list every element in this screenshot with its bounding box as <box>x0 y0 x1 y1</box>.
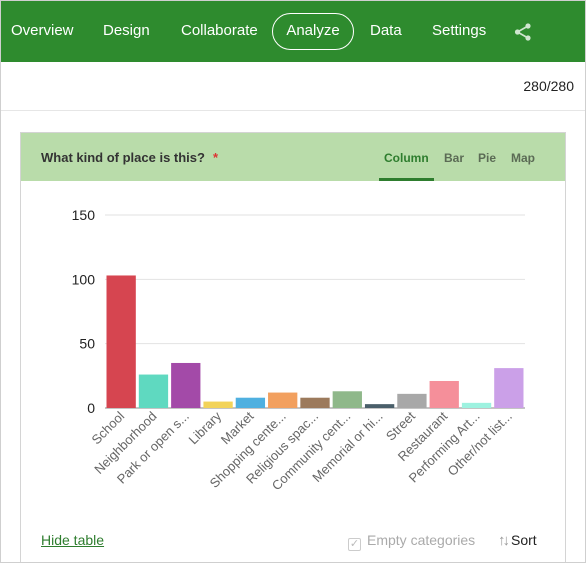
tab-map[interactable]: Map <box>511 151 535 165</box>
hide-table-link[interactable]: Hide table <box>41 532 105 548</box>
bar[interactable] <box>268 392 298 408</box>
tab-pie[interactable]: Pie <box>478 151 497 165</box>
required-mark: * <box>212 150 219 165</box>
nav-settings[interactable]: Settings <box>432 22 487 39</box>
response-count: 280/280 <box>523 78 574 94</box>
question-header: What kind of place is this? * Column Bar … <box>21 133 565 181</box>
question-title-text: What kind of place is this? <box>41 150 205 165</box>
bar[interactable] <box>106 275 136 408</box>
top-navigation: Overview Design Collaborate Analyze Data… <box>1 1 585 62</box>
sort-icon: ↑↓ <box>498 532 510 549</box>
nav-data[interactable]: Data <box>370 22 402 39</box>
nav-design[interactable]: Design <box>103 22 150 39</box>
bar[interactable] <box>461 402 492 408</box>
bar[interactable] <box>171 362 201 408</box>
checkbox-icon: ✓ <box>348 538 361 551</box>
sort-button[interactable]: ↑↓ Sort <box>498 532 537 549</box>
empty-categories-label: Empty categories <box>367 532 476 548</box>
bar[interactable] <box>235 397 266 408</box>
bar[interactable] <box>300 397 330 408</box>
y-tick-label: 0 <box>87 400 95 416</box>
question-title: What kind of place is this? * <box>41 150 218 165</box>
nav-analyze[interactable]: Analyze <box>272 13 354 50</box>
bar[interactable] <box>429 380 459 408</box>
bar[interactable] <box>494 368 524 408</box>
bar[interactable] <box>364 404 395 408</box>
bar[interactable] <box>397 393 427 408</box>
empty-categories-checkbox[interactable]: ✓ Empty categories <box>348 532 475 551</box>
sort-label: Sort <box>511 532 537 548</box>
y-tick-label: 50 <box>79 336 95 352</box>
active-tab-indicator <box>379 178 434 181</box>
bar[interactable] <box>138 374 169 408</box>
tab-bar[interactable]: Bar <box>444 151 465 165</box>
response-count-bar: 280/280 <box>1 62 585 111</box>
x-tick-label: Library <box>185 408 224 447</box>
share-icon[interactable] <box>513 22 533 42</box>
y-tick-label: 100 <box>72 271 96 287</box>
y-tick-label: 150 <box>72 207 96 223</box>
nav-overview[interactable]: Overview <box>11 22 74 39</box>
bar[interactable] <box>203 401 233 408</box>
bar[interactable] <box>332 391 362 408</box>
tab-column[interactable]: Column <box>384 151 429 165</box>
nav-collaborate[interactable]: Collaborate <box>181 22 258 39</box>
